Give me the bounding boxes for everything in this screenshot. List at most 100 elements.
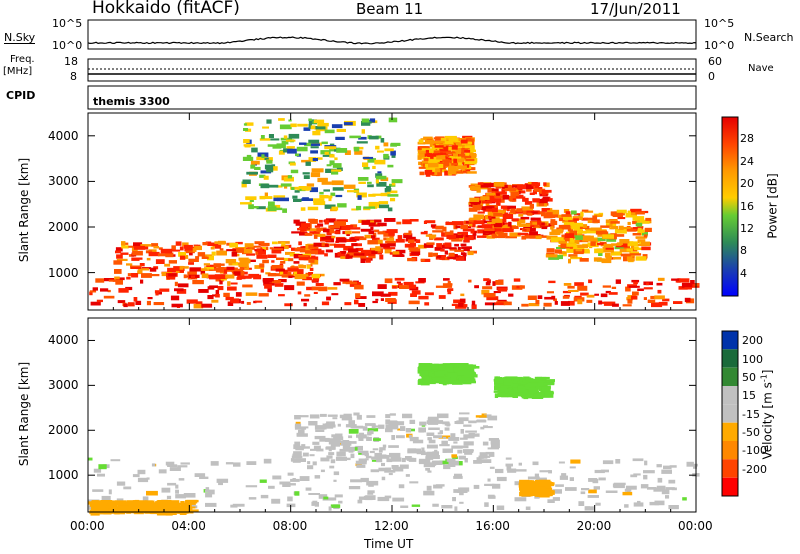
power-cell — [283, 135, 288, 139]
power-cell — [684, 287, 692, 290]
power-cell — [301, 223, 311, 228]
power-cell — [469, 217, 481, 221]
power-cell — [662, 298, 670, 302]
velocity-cell — [466, 377, 474, 380]
x-tick-label: 20:00 — [576, 519, 612, 533]
velocity-cell — [598, 477, 606, 481]
power-cell — [678, 278, 690, 283]
velocity-cell — [382, 454, 387, 457]
power-cell — [513, 278, 521, 282]
power-cell — [606, 255, 612, 260]
power-cell — [494, 195, 503, 199]
velocity-cbar-block — [722, 441, 738, 460]
power-cell — [584, 210, 594, 213]
velocity-cell — [489, 495, 496, 499]
power-cell — [335, 194, 343, 198]
power-cell — [530, 217, 541, 221]
velocity-cell — [135, 501, 140, 507]
power-cell — [444, 242, 452, 248]
power-cell — [348, 227, 361, 230]
power-cell — [309, 231, 319, 235]
velocity-cell — [479, 452, 488, 457]
power-cell — [477, 211, 485, 214]
velocity-cbar-block — [722, 477, 738, 496]
power-cell — [372, 193, 384, 196]
power-cell — [189, 252, 193, 256]
power-cell — [365, 258, 371, 263]
power-cell — [570, 255, 578, 258]
power-cell — [521, 303, 529, 307]
power-cell — [460, 225, 469, 230]
velocity-cell — [565, 487, 577, 491]
velocity-cell — [400, 426, 406, 431]
power-cell — [432, 252, 438, 257]
power-cell — [395, 249, 406, 254]
velocity-cbar-tick-label: -50 — [742, 426, 760, 439]
power-cell — [567, 227, 574, 232]
velocity-cell — [126, 503, 136, 506]
power-cell — [433, 137, 440, 140]
power-cell — [243, 248, 253, 254]
power-cell — [198, 289, 209, 293]
velocity-cell — [463, 364, 473, 368]
velocity-cell — [405, 474, 410, 477]
velocity-cell — [496, 376, 500, 380]
velocity-cell — [370, 469, 379, 473]
power-cell — [491, 218, 503, 223]
velocity-cell — [411, 504, 421, 507]
power-cell — [377, 284, 387, 289]
power-cell — [644, 227, 652, 232]
power-cell — [558, 214, 563, 218]
power-cell — [418, 295, 429, 300]
power-cell — [312, 276, 320, 281]
power-cell — [626, 248, 633, 252]
power-cell — [645, 217, 652, 221]
velocity-cell — [327, 414, 338, 417]
power-cell — [420, 231, 425, 235]
velocity-cell — [468, 433, 475, 437]
velocity-cell — [388, 424, 399, 430]
power-cell — [177, 283, 189, 288]
power-cell — [443, 141, 454, 144]
velocity-cell — [169, 503, 179, 508]
power-cell — [512, 226, 519, 229]
velocity-cell — [495, 468, 504, 474]
velocity-cell — [175, 489, 179, 494]
velocity-cell — [397, 428, 402, 431]
power-cell — [379, 243, 390, 248]
power-cell — [292, 195, 298, 199]
power-cell — [444, 231, 451, 236]
velocity-cell — [409, 481, 419, 484]
power-cell — [262, 259, 269, 264]
power-cell — [633, 246, 639, 251]
power-cell — [502, 194, 510, 200]
power-cell — [614, 234, 625, 237]
power-cell — [249, 259, 256, 262]
power-cell — [369, 135, 379, 140]
power-cell — [444, 250, 448, 255]
power-cell — [530, 227, 536, 232]
velocity-cell — [454, 421, 464, 424]
velocity-cell — [329, 465, 335, 469]
power-cell — [340, 256, 348, 259]
power-cell — [299, 250, 309, 253]
power-cell — [495, 280, 504, 285]
power-cell — [516, 285, 520, 289]
power-cell — [627, 229, 637, 232]
velocity-cell — [447, 372, 458, 377]
velocity-cell — [536, 477, 547, 481]
velocity-cell — [435, 484, 445, 487]
velocity-cell — [587, 495, 599, 498]
power-cell — [436, 243, 442, 248]
power-cell — [408, 247, 414, 250]
power-cell — [625, 213, 637, 218]
power-cell — [114, 269, 122, 274]
power-cell — [90, 301, 101, 306]
power-cell — [370, 247, 379, 251]
power-cell — [434, 247, 443, 251]
power-cell — [390, 150, 396, 156]
power-cell — [360, 258, 366, 263]
power-cell — [444, 135, 457, 139]
velocity-cell — [527, 379, 540, 382]
power-cell — [541, 192, 547, 196]
